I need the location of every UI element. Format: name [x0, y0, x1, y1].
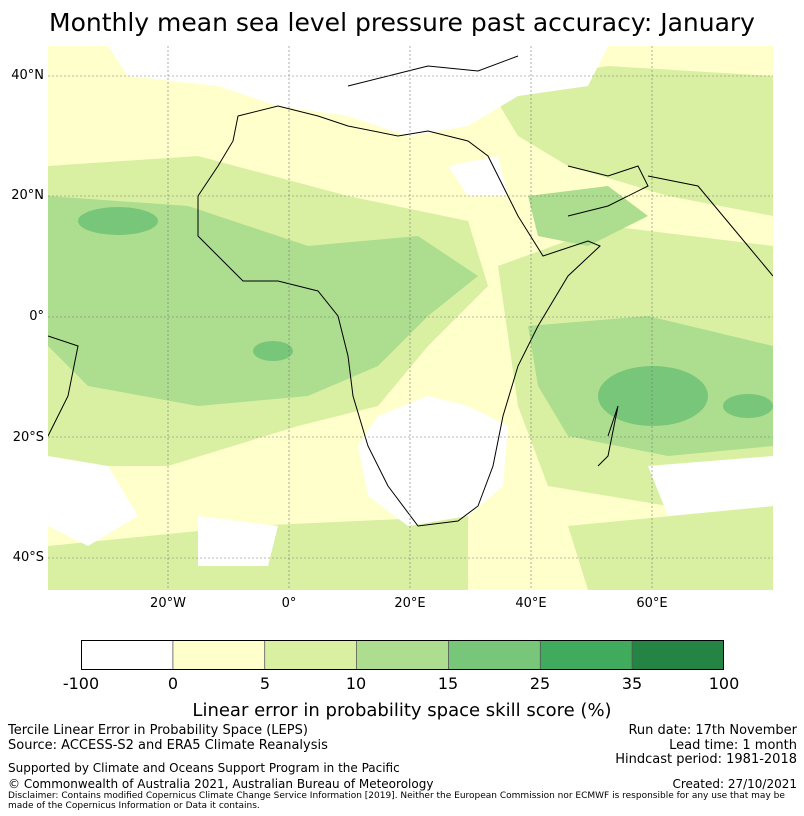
lat-label-0: 0° [29, 309, 44, 324]
colorbar-segment-2 [172, 640, 265, 670]
colorbar-title: Linear error in probability space skill … [192, 700, 612, 721]
colorbar-tick-label: 100 [708, 674, 740, 693]
skill-region-high [78, 207, 773, 426]
lon-label-40e: 40°E [515, 596, 547, 611]
gridlines [48, 46, 773, 590]
colorbar-tick-label: -100 [62, 674, 100, 693]
source-line: Source: ACCESS-S2 and ERA5 Climate Reana… [8, 738, 328, 753]
lon-label-20e: 20°E [394, 596, 426, 611]
lon-label-60e: 60°E [636, 596, 668, 611]
map-title: Monthly mean sea level pressure past acc… [49, 8, 755, 37]
lat-label-40n: 40°N [11, 68, 44, 83]
lead-time: Lead time: 1 month [669, 738, 797, 753]
copyright-line: © Commonwealth of Australia 2021, Austra… [8, 777, 434, 791]
colorbar-tick-label: 10 [345, 674, 367, 693]
hindcast-period: Hindcast period: 1981-2018 [615, 752, 797, 767]
colorbar-tick-label: 35 [621, 674, 643, 693]
colorbar-segment-7 [632, 640, 724, 670]
disclaimer: Disclaimer: Contains modified Copernicus… [8, 791, 785, 811]
colorbar [81, 640, 724, 670]
lon-label-0: 0° [281, 596, 297, 611]
lat-label-20s: 20°S [12, 430, 44, 445]
colorbar-tick-label: 15 [437, 674, 459, 693]
created-date: Created: 27/10/2021 [672, 777, 797, 791]
run-date: Run date: 17th November [628, 723, 797, 738]
colorbar-tick-label: 25 [529, 674, 551, 693]
colorbar-tick-label: 5 [259, 674, 271, 693]
colorbar-segment-3 [264, 640, 357, 670]
colorbar-tick-label: 0 [167, 674, 179, 693]
skill-region-none [48, 46, 773, 566]
lat-label-40s: 40°S [12, 550, 44, 565]
colorbar-segment-4 [356, 640, 449, 670]
colorbar-segment-1 [81, 640, 173, 670]
method-line: Tercile Linear Error in Probability Spac… [8, 723, 308, 738]
map-panel [48, 46, 773, 590]
colorbar-segment-6 [540, 640, 633, 670]
coastlines [48, 55, 773, 527]
lon-label-20w: 20°W [150, 596, 186, 611]
lat-label-20n: 20°N [11, 188, 44, 203]
support-line: Supported by Climate and Oceans Support … [8, 761, 400, 775]
colorbar-segment-5 [448, 640, 541, 670]
